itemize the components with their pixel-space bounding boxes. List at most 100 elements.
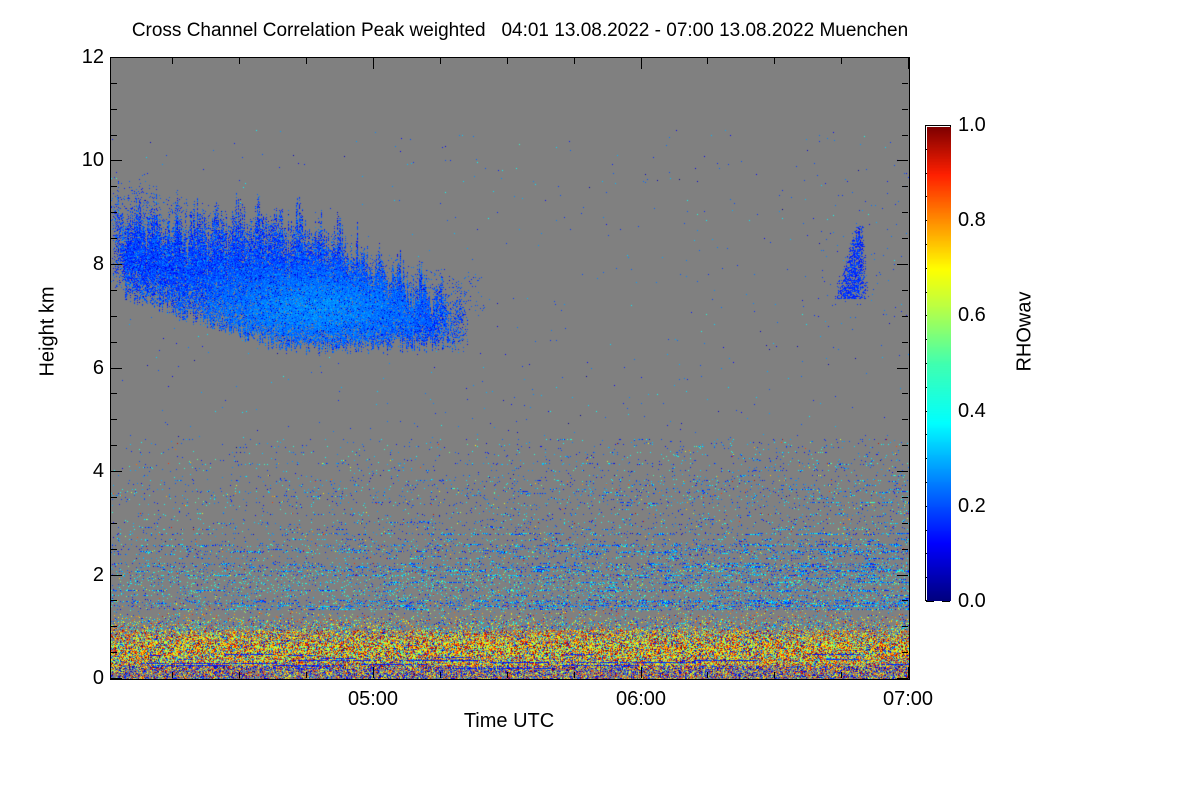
colorbar-tick-label: 1.0 (958, 114, 986, 136)
x-minor-tick-top (574, 58, 575, 64)
y-tick-label: 0 (92, 667, 104, 689)
x-minor-tick-top (774, 58, 775, 64)
y-minor-tick-right (902, 316, 908, 317)
y-minor-tick-right (902, 135, 908, 136)
y-major-tick-right (897, 678, 908, 679)
y-minor-tick (111, 212, 117, 213)
x-minor-tick (774, 672, 775, 678)
y-minor-tick (111, 652, 117, 653)
colorbar-tick-label: 0.6 (958, 304, 986, 326)
y-minor-tick (111, 316, 117, 317)
colorbar-tick-label: 0.0 (958, 590, 986, 612)
x-minor-tick-top (440, 58, 441, 64)
y-axis-title: Height km (36, 286, 59, 377)
y-minor-tick (111, 600, 117, 601)
y-minor-tick-right (902, 419, 908, 420)
y-minor-tick-right (902, 109, 908, 110)
y-minor-tick (111, 393, 117, 394)
y-major-tick-right (897, 264, 908, 265)
x-minor-tick (507, 672, 508, 678)
figure-title: Cross Channel Correlation Peak weighted … (131, 20, 909, 41)
colorbar-title: RHOwav (1013, 291, 1036, 372)
colorbar-tick-label: 0.4 (958, 400, 986, 422)
y-minor-tick (111, 342, 117, 343)
y-tick-label: 10 (81, 149, 104, 171)
y-major-tick (111, 368, 122, 369)
x-axis-tick-labels: 05:00 06:00 07:00 (0, 688, 1200, 718)
y-minor-tick (111, 135, 117, 136)
x-minor-tick-top (841, 58, 842, 64)
y-minor-tick-right (902, 238, 908, 239)
y-minor-tick (111, 290, 117, 291)
plot-area[interactable] (110, 57, 910, 680)
y-minor-tick (111, 238, 117, 239)
y-minor-tick-right (902, 652, 908, 653)
y-minor-tick-right (902, 445, 908, 446)
y-tick-label: 4 (92, 460, 104, 482)
colorbar-gradient (925, 125, 951, 601)
y-minor-tick-right (902, 393, 908, 394)
y-minor-tick-right (902, 497, 908, 498)
y-minor-tick (111, 83, 117, 84)
colorbar-tick-labels: 0.0 0.2 0.4 0.6 0.8 1.0 (958, 0, 1028, 800)
colorbar-major-tick (942, 601, 950, 602)
y-major-tick (111, 678, 122, 679)
y-major-tick (111, 160, 122, 161)
x-minor-tick-top (707, 58, 708, 64)
x-axis-title: Time UTC (463, 710, 555, 732)
x-major-tick-top (641, 58, 642, 69)
y-major-tick (111, 575, 122, 576)
x-tick-label: 07:00 (882, 688, 934, 710)
y-minor-tick-right (902, 600, 908, 601)
y-major-tick (111, 471, 122, 472)
x-minor-tick (574, 672, 575, 678)
colorbar-major-tick-left (926, 601, 934, 602)
x-minor-tick (841, 672, 842, 678)
y-minor-tick (111, 445, 117, 446)
colorbar-tick-label: 0.2 (958, 495, 986, 517)
x-major-tick-top (373, 58, 374, 69)
y-tick-label: 12 (81, 46, 104, 68)
y-minor-tick-right (902, 523, 908, 524)
x-major-tick (641, 667, 642, 678)
y-minor-tick-right (902, 626, 908, 627)
x-minor-tick-top (172, 58, 173, 64)
y-major-tick-right (897, 368, 908, 369)
x-major-tick-top (908, 58, 909, 69)
y-minor-tick-right (902, 342, 908, 343)
y-tick-label: 2 (92, 564, 104, 586)
y-minor-tick (111, 497, 117, 498)
y-minor-tick-right (902, 549, 908, 550)
y-minor-tick-right (902, 290, 908, 291)
y-tick-label: 8 (92, 253, 104, 275)
y-major-tick-right (897, 160, 908, 161)
y-axis-tick-labels: 0 2 4 6 8 10 12 (60, 0, 104, 800)
y-minor-tick (111, 626, 117, 627)
x-minor-tick (440, 672, 441, 678)
x-minor-tick (306, 672, 307, 678)
x-minor-tick-top (306, 58, 307, 64)
y-major-tick (111, 264, 122, 265)
heatmap-canvas (111, 58, 909, 679)
y-minor-tick-right (902, 186, 908, 187)
x-minor-tick (239, 672, 240, 678)
x-tick-label: 05:00 (347, 688, 399, 710)
y-major-tick-right (897, 57, 908, 58)
y-minor-tick (111, 523, 117, 524)
y-major-tick-right (897, 575, 908, 576)
x-major-tick (373, 667, 374, 678)
y-major-tick-right (897, 471, 908, 472)
x-minor-tick (707, 672, 708, 678)
colorbar-canvas (927, 127, 951, 601)
colorbar (925, 125, 951, 601)
colorbar-tick-label: 0.8 (958, 209, 986, 231)
x-major-tick (908, 667, 909, 678)
x-minor-tick (172, 672, 173, 678)
x-minor-tick-top (507, 58, 508, 64)
y-minor-tick (111, 109, 117, 110)
y-minor-tick (111, 186, 117, 187)
y-minor-tick-right (902, 83, 908, 84)
y-minor-tick (111, 419, 117, 420)
y-major-tick (111, 57, 122, 58)
